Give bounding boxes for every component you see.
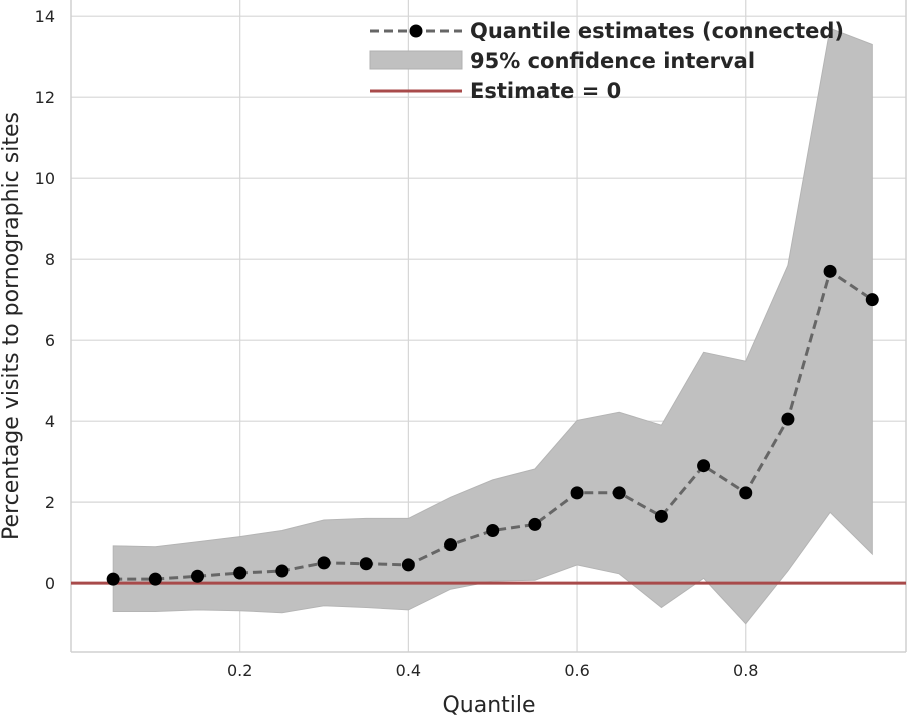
legend-label-ci: 95% confidence interval — [470, 49, 755, 73]
y-tick-label: 8 — [45, 250, 55, 269]
x-tick-label: 0.6 — [564, 661, 589, 680]
legend: Quantile estimates (connected) 95% confi… — [369, 19, 844, 103]
estimate-point — [148, 572, 162, 586]
y-tick-label: 12 — [35, 88, 55, 107]
estimate-point — [359, 557, 373, 571]
estimate-point — [401, 558, 415, 572]
tick-labels: 0.2 0.4 0.6 0.8 0 2 4 6 8 10 12 14 — [35, 7, 759, 680]
estimate-point — [781, 412, 795, 426]
y-tick-label: 0 — [45, 574, 55, 593]
estimate-point — [106, 572, 120, 586]
y-tick-label: 14 — [35, 7, 55, 26]
y-tick-label: 4 — [45, 412, 55, 431]
estimate-point — [486, 524, 500, 538]
estimate-point — [823, 264, 837, 278]
x-axis-label: Quantile — [442, 693, 535, 717]
estimate-point — [444, 538, 458, 552]
legend-ci-swatch — [369, 50, 463, 70]
confidence-band — [112, 27, 873, 625]
estimate-point — [528, 517, 542, 531]
estimate-point — [317, 556, 331, 570]
estimate-point — [739, 486, 753, 500]
legend-label-zero: Estimate = 0 — [470, 79, 621, 103]
confidence-band-layer — [112, 27, 873, 625]
y-axis-label: Percentage visits to pornographic sites — [0, 112, 24, 540]
x-tick-label: 0.2 — [227, 661, 252, 680]
estimate-point — [570, 486, 584, 500]
estimate-point — [697, 459, 711, 473]
estimate-point — [233, 566, 247, 580]
x-tick-label: 0.8 — [733, 661, 758, 680]
y-tick-label: 10 — [35, 169, 55, 188]
estimate-point — [865, 293, 879, 307]
legend-estimates-marker-swatch — [409, 24, 423, 38]
legend-label-estimates: Quantile estimates (connected) — [470, 19, 844, 43]
estimate-point — [654, 509, 668, 523]
y-tick-label: 2 — [45, 493, 55, 512]
x-tick-label: 0.4 — [396, 661, 421, 680]
estimate-series-layer — [106, 264, 879, 586]
y-tick-label: 6 — [45, 331, 55, 350]
estimate-point — [191, 569, 205, 583]
estimate-point — [275, 564, 289, 578]
estimate-point — [612, 486, 626, 500]
